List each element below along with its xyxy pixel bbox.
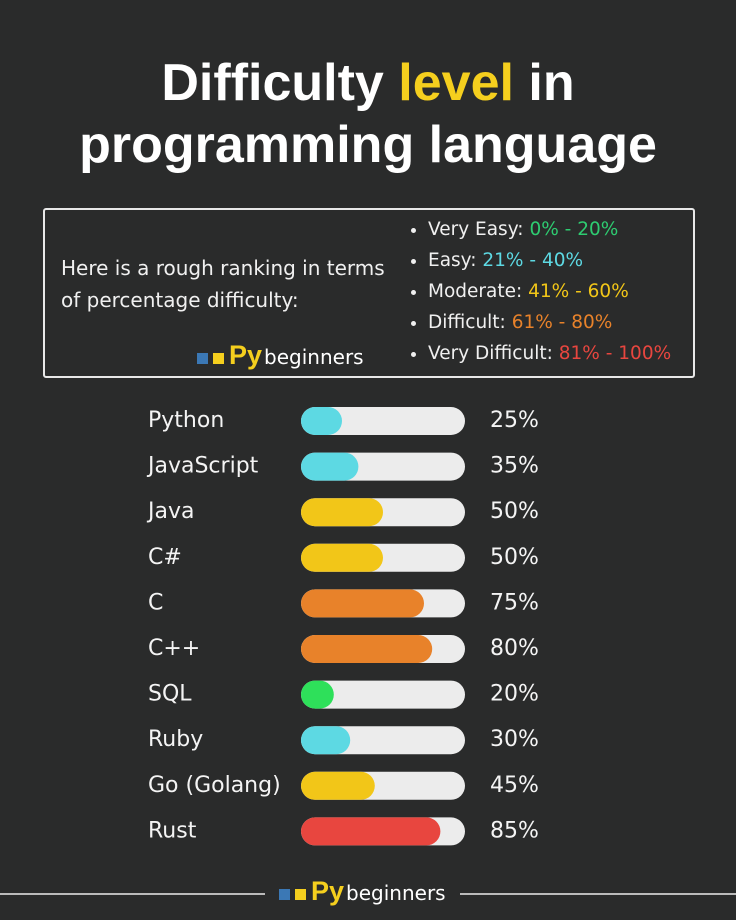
value-label: 25% <box>490 408 539 433</box>
logo: Py beginners <box>279 876 446 907</box>
divider <box>460 893 736 895</box>
divider <box>0 893 265 895</box>
category-label: C# <box>148 545 182 570</box>
bar <box>301 452 359 481</box>
bar <box>301 589 424 618</box>
logo-square <box>197 353 208 364</box>
bar <box>301 543 383 572</box>
ranking-range: 81% - 100% <box>558 343 672 364</box>
ranking-range: 0% - 20% <box>529 219 619 240</box>
bar <box>301 771 375 800</box>
ranking-item: Easy: 21% - 40% <box>428 245 671 276</box>
bar <box>301 817 441 846</box>
value-label: 35% <box>490 454 539 479</box>
logo-text: beginners <box>264 345 364 369</box>
title-text: in <box>528 54 575 112</box>
ranking-box <box>43 208 695 378</box>
ranking-item: Moderate: 41% - 60% <box>428 276 671 307</box>
ranking-item: Very Easy: 0% - 20% <box>428 214 671 245</box>
category-label: Ruby <box>148 727 203 752</box>
logo-square <box>279 889 290 900</box>
ranking-range: 61% - 80% <box>511 312 613 333</box>
logo-square <box>213 353 224 364</box>
title-highlight: level <box>398 54 514 112</box>
logo-mark: Py <box>311 876 345 906</box>
ranking-label: Very Easy: <box>428 219 524 240</box>
logo-mark: Py <box>229 340 263 370</box>
ranking-label: Moderate: <box>428 281 523 302</box>
bar-track <box>301 407 465 435</box>
ranking-label: Easy: <box>428 250 477 271</box>
value-label: 30% <box>490 727 539 752</box>
value-label: 20% <box>490 682 539 707</box>
intro: Here is a rough ranking in terms of perc… <box>61 256 385 312</box>
title: Difficulty level in programming language <box>0 52 736 176</box>
category-label: JavaScript <box>146 454 259 479</box>
category-label: SQL <box>148 682 192 707</box>
chart: Python 25% JavaScript 35% Java 50% C# 50% C 75% C+… <box>146 407 539 846</box>
bar <box>301 407 342 435</box>
category-label: Rust <box>148 818 197 843</box>
bar <box>301 635 433 663</box>
value-label: 50% <box>490 499 539 524</box>
category-label: Python <box>148 408 224 433</box>
bar <box>301 726 351 755</box>
category-label: C++ <box>148 636 200 661</box>
ranking-range: 21% - 40% <box>482 250 584 271</box>
value-label: 45% <box>490 773 539 798</box>
value-label: 75% <box>490 590 539 615</box>
title-text: Difficulty <box>161 54 384 112</box>
bar <box>301 498 383 527</box>
logo-text: beginners <box>346 881 446 905</box>
bar <box>301 680 334 709</box>
ranking-range: 41% - 60% <box>528 281 629 302</box>
logo-square <box>295 889 306 900</box>
category-label: C <box>148 590 163 615</box>
ranking-label: Difficult: <box>428 312 506 333</box>
ranking-label: Very Difficult: <box>428 343 553 364</box>
ranking-item: Very Difficult: 81% - 100% <box>428 338 671 369</box>
logo: Py beginners <box>197 340 364 371</box>
category-label: Java <box>146 499 194 524</box>
title-text: programming language <box>79 116 657 174</box>
value-label: 50% <box>490 545 539 570</box>
value-label: 85% <box>490 818 539 843</box>
bar-track <box>301 680 465 709</box>
ranking-list: Very Easy: 0% - 20%Easy: 21% - 40%Modera… <box>408 214 671 369</box>
value-label: 80% <box>490 636 539 661</box>
ranking-item: Difficult: 61% - 80% <box>428 307 671 338</box>
category-label: Go (Golang) <box>148 773 281 798</box>
